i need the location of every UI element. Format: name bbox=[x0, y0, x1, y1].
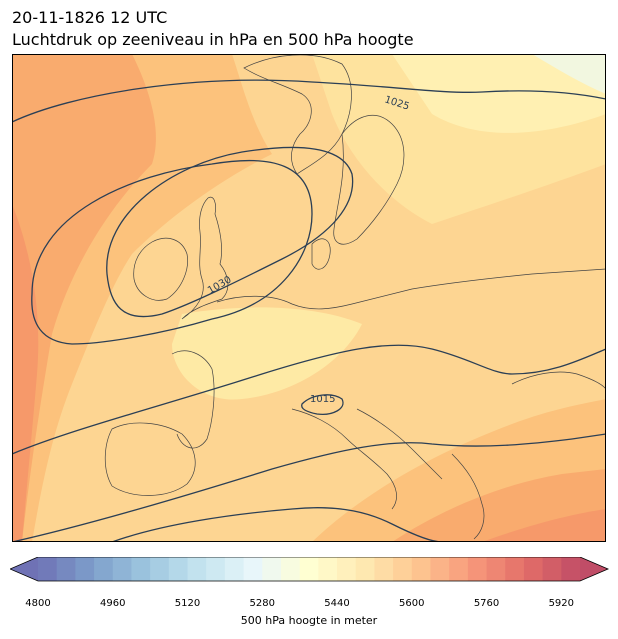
colorbar-bin bbox=[224, 557, 245, 581]
colorbar-bin bbox=[131, 557, 151, 581]
colorbar-bins bbox=[38, 557, 581, 581]
colorbar-bin bbox=[38, 557, 58, 581]
map-frame bbox=[12, 54, 606, 542]
map-subtitle: Luchtdruk op zeeniveau in hPa en 500 hPa… bbox=[12, 30, 414, 49]
colorbar-bin bbox=[299, 557, 319, 581]
colorbar-bin bbox=[523, 557, 544, 581]
colorbar bbox=[10, 557, 610, 582]
colorbar-extend-low bbox=[10, 557, 38, 581]
isobar-label-1015: 1015 bbox=[310, 394, 335, 405]
colorbar-bin bbox=[187, 557, 207, 581]
colorbar-extend-high bbox=[580, 557, 608, 581]
colorbar-tick-label: 5280 bbox=[249, 598, 275, 609]
colorbar-bin bbox=[75, 557, 95, 581]
colorbar-bin bbox=[449, 557, 469, 581]
colorbar-bin bbox=[374, 557, 394, 581]
colorbar-label: 500 hPa hoogte in meter bbox=[240, 614, 378, 627]
colorbar-bin bbox=[430, 557, 450, 581]
colorbar-bin bbox=[112, 557, 132, 581]
colorbar-bin bbox=[318, 557, 338, 581]
colorbar-tick-label: 5600 bbox=[399, 598, 425, 609]
colorbar-bin bbox=[393, 557, 413, 581]
colorbar-outline bbox=[10, 557, 610, 582]
colorbar-bin bbox=[94, 557, 114, 581]
colorbar-tick-label: 4800 bbox=[25, 598, 51, 609]
colorbar-tick-label: 4960 bbox=[100, 598, 126, 609]
colorbar-bin bbox=[206, 557, 226, 581]
colorbar-bin bbox=[561, 557, 581, 581]
colorbar-bin bbox=[542, 557, 562, 581]
colorbar-bin bbox=[355, 557, 375, 581]
colorbar-bin bbox=[56, 557, 76, 581]
colorbar-tick-label: 5120 bbox=[174, 598, 201, 609]
colorbar-bin bbox=[262, 557, 282, 581]
colorbar-bin bbox=[505, 557, 525, 581]
weather-map: 1025 1030 1015 bbox=[12, 54, 606, 542]
colorbar-tick-label: 5760 bbox=[473, 598, 500, 609]
colorbar-bin bbox=[280, 557, 301, 581]
colorbar-tick-label: 5440 bbox=[324, 598, 350, 609]
colorbar-bin bbox=[411, 557, 431, 581]
colorbar-bin bbox=[486, 557, 506, 581]
colorbar-bin bbox=[168, 557, 189, 581]
colorbar-bin bbox=[337, 557, 357, 581]
colorbar-bin bbox=[243, 557, 263, 581]
coastlines bbox=[104, 54, 606, 540]
colorbar-bin bbox=[467, 557, 488, 581]
colorbar-bin bbox=[150, 557, 170, 581]
colorbar-tick-label: 5920 bbox=[548, 598, 575, 609]
map-datetime: 20-11-1826 12 UTC bbox=[12, 8, 168, 27]
height-field bbox=[12, 54, 606, 542]
isobars bbox=[12, 54, 606, 542]
